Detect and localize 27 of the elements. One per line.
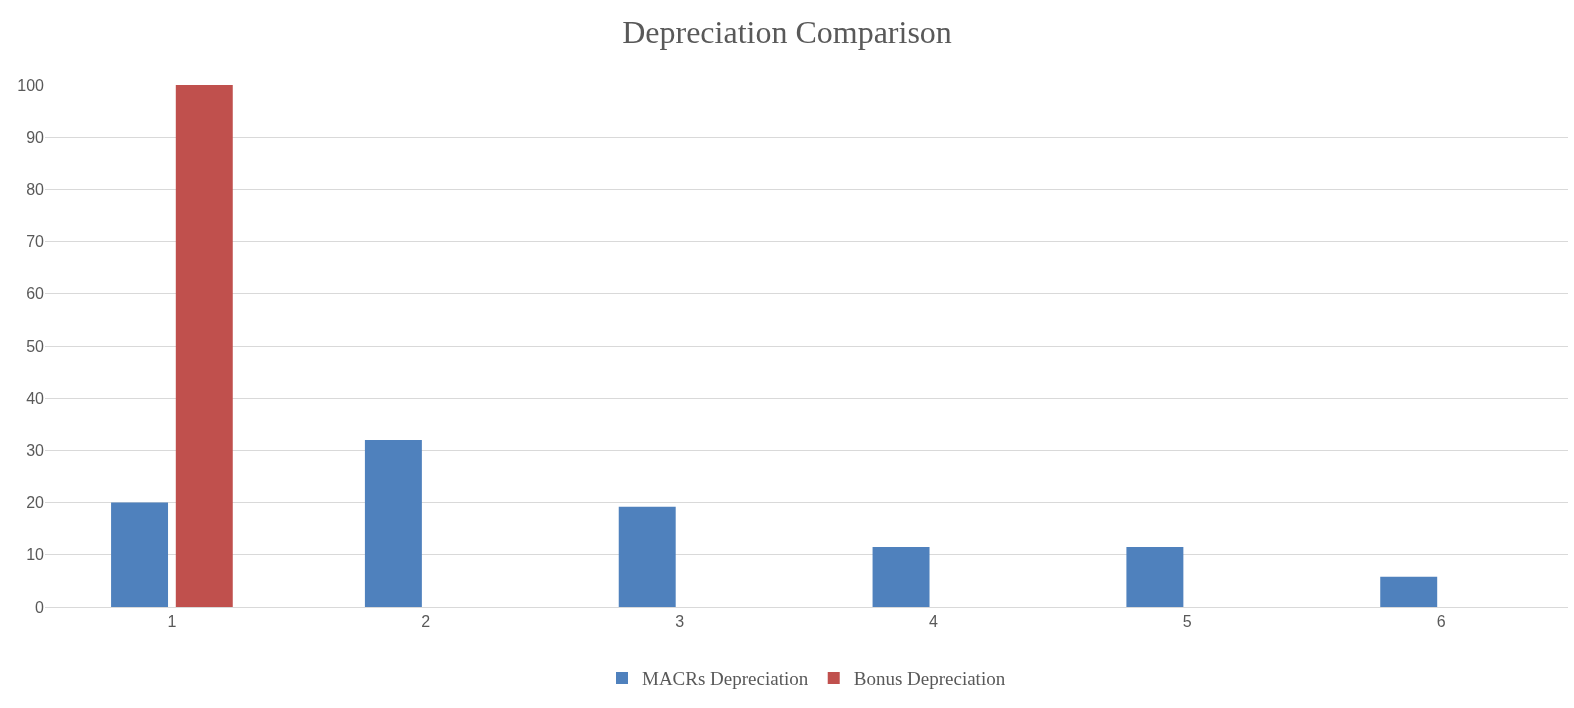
x-tick-label: 3 bbox=[675, 613, 685, 631]
bar bbox=[1126, 546, 1184, 607]
x-tick-label: 6 bbox=[1436, 613, 1446, 631]
y-tick-label: 40 bbox=[26, 389, 45, 407]
x-tick-label: 4 bbox=[928, 613, 938, 631]
y-tick-label: 70 bbox=[26, 233, 45, 251]
y-tick-label: 0 bbox=[35, 598, 45, 616]
legend-label: MACRs Depreciation bbox=[642, 668, 809, 690]
y-tick-label: 60 bbox=[26, 285, 45, 303]
legend-label: Bonus Depreciation bbox=[853, 668, 1006, 690]
y-tick-label: 100 bbox=[17, 76, 45, 94]
y-tick-label: 50 bbox=[26, 337, 45, 355]
bar bbox=[175, 85, 233, 607]
bar bbox=[1380, 576, 1438, 607]
x-tick-label: 5 bbox=[1182, 613, 1192, 631]
bar bbox=[872, 546, 930, 607]
y-tick-label: 30 bbox=[26, 442, 45, 459]
y-tick-label: 20 bbox=[26, 494, 45, 512]
y-tick-label: 80 bbox=[26, 181, 45, 198]
chart-title: Depreciation Comparison bbox=[622, 14, 952, 51]
x-tick-label: 1 bbox=[167, 613, 177, 631]
bar bbox=[111, 502, 169, 607]
y-tick-label: 90 bbox=[26, 128, 45, 146]
bar bbox=[364, 439, 422, 607]
bar bbox=[618, 506, 676, 607]
x-tick-label: 2 bbox=[421, 613, 431, 631]
y-tick-label: 10 bbox=[26, 546, 45, 564]
